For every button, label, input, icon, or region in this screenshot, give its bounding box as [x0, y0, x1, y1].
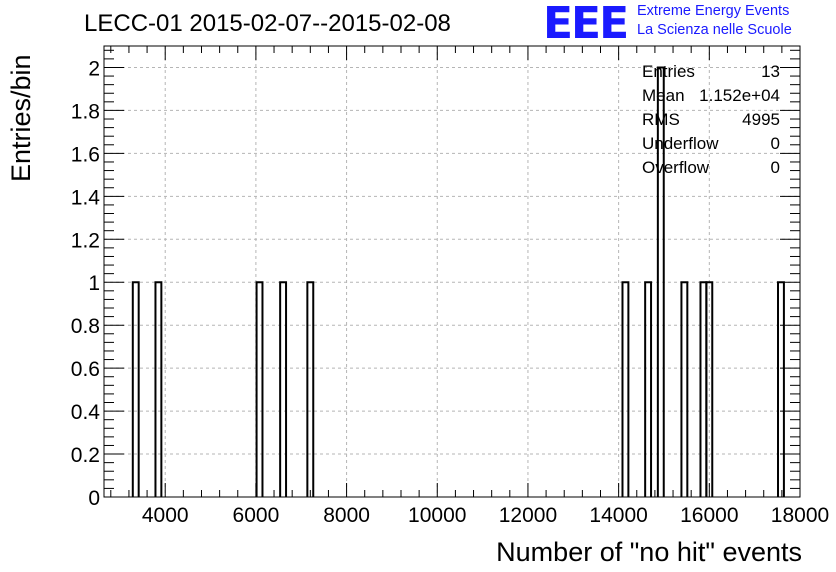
histogram-bin — [621, 281, 630, 497]
x-tick-label: 14000 — [589, 504, 647, 527]
y-axis-label: Entries/bin — [6, 54, 36, 182]
y-tick-label: 0 — [88, 487, 100, 510]
histogram-bin — [131, 281, 140, 497]
plot-frame — [103, 45, 801, 498]
histogram-bin — [680, 281, 689, 497]
stats-row-underflow: Underflow 0 — [642, 132, 780, 156]
x-tick-label: 6000 — [233, 504, 280, 527]
histogram-bin — [255, 281, 264, 497]
y-tick-label: 1 — [88, 272, 100, 295]
chart-title: LECC-01 2015-02-07--2015-02-08 — [84, 10, 451, 37]
histogram-bin — [154, 281, 163, 497]
x-tick-label: 10000 — [408, 504, 466, 527]
stats-value: 0 — [770, 134, 780, 153]
stats-row-overflow: Overflow 0 — [642, 156, 780, 180]
histogram-bin — [644, 281, 653, 497]
stats-row-mean: Mean 1.152e+04 — [642, 84, 780, 108]
stats-label: Entries — [642, 62, 695, 81]
x-tick-label: 16000 — [680, 504, 738, 527]
y-tick-label: 2 — [88, 57, 100, 80]
x-tick-label: 18000 — [771, 504, 829, 527]
y-tick-label: 1.6 — [71, 143, 100, 166]
stats-label: RMS — [642, 110, 680, 129]
stats-row-rms: RMS 4995 — [642, 108, 780, 132]
y-tick-label: 1.8 — [71, 100, 100, 123]
histogram-bin — [656, 66, 665, 497]
logo-line-2: La Scienza nelle Scuole — [637, 22, 792, 38]
grid-lines — [104, 46, 800, 497]
histogram-bin — [279, 281, 288, 497]
stats-value: 13 — [761, 62, 780, 81]
logo-line-1: Extreme Energy Events — [637, 3, 790, 19]
eee-logo: EEE — [543, 0, 629, 49]
stats-value: 4995 — [742, 110, 780, 129]
y-tick-label: 1.4 — [71, 186, 101, 209]
y-tick-label: 1.2 — [71, 229, 100, 252]
stats-row-entries: Entries 13 — [642, 60, 780, 84]
stats-label: Mean — [642, 86, 685, 105]
axis-ticks — [104, 46, 801, 498]
y-tick-label: 0.4 — [71, 401, 101, 424]
histogram-bin — [306, 281, 315, 497]
stats-label: Overflow — [642, 158, 710, 177]
histogram-bin — [777, 281, 785, 497]
x-tick-label: 12000 — [499, 504, 557, 527]
x-tick-label: 8000 — [323, 504, 370, 527]
logo-caption: Extreme Energy Events La Scienza nelle S… — [637, 2, 792, 40]
y-tick-label: 0.8 — [71, 315, 100, 338]
stats-value: 1.152e+04 — [699, 86, 780, 105]
stats-label: Underflow — [642, 134, 719, 153]
histogram-bin — [705, 281, 714, 497]
stats-box: Entries 13 Mean 1.152e+04 RMS 4995 Underflo… — [642, 60, 780, 180]
x-tick-label: 4000 — [142, 504, 189, 527]
x-axis-label: Number of "no hit" events — [496, 537, 802, 567]
y-tick-label: 0.6 — [71, 358, 100, 381]
stats-value: 0 — [770, 158, 780, 177]
y-tick-label: 0.2 — [71, 444, 100, 467]
tick-labels: 4000 6000 8000 10000 12000 14000 16000 18000 0 0.… — [71, 57, 829, 527]
